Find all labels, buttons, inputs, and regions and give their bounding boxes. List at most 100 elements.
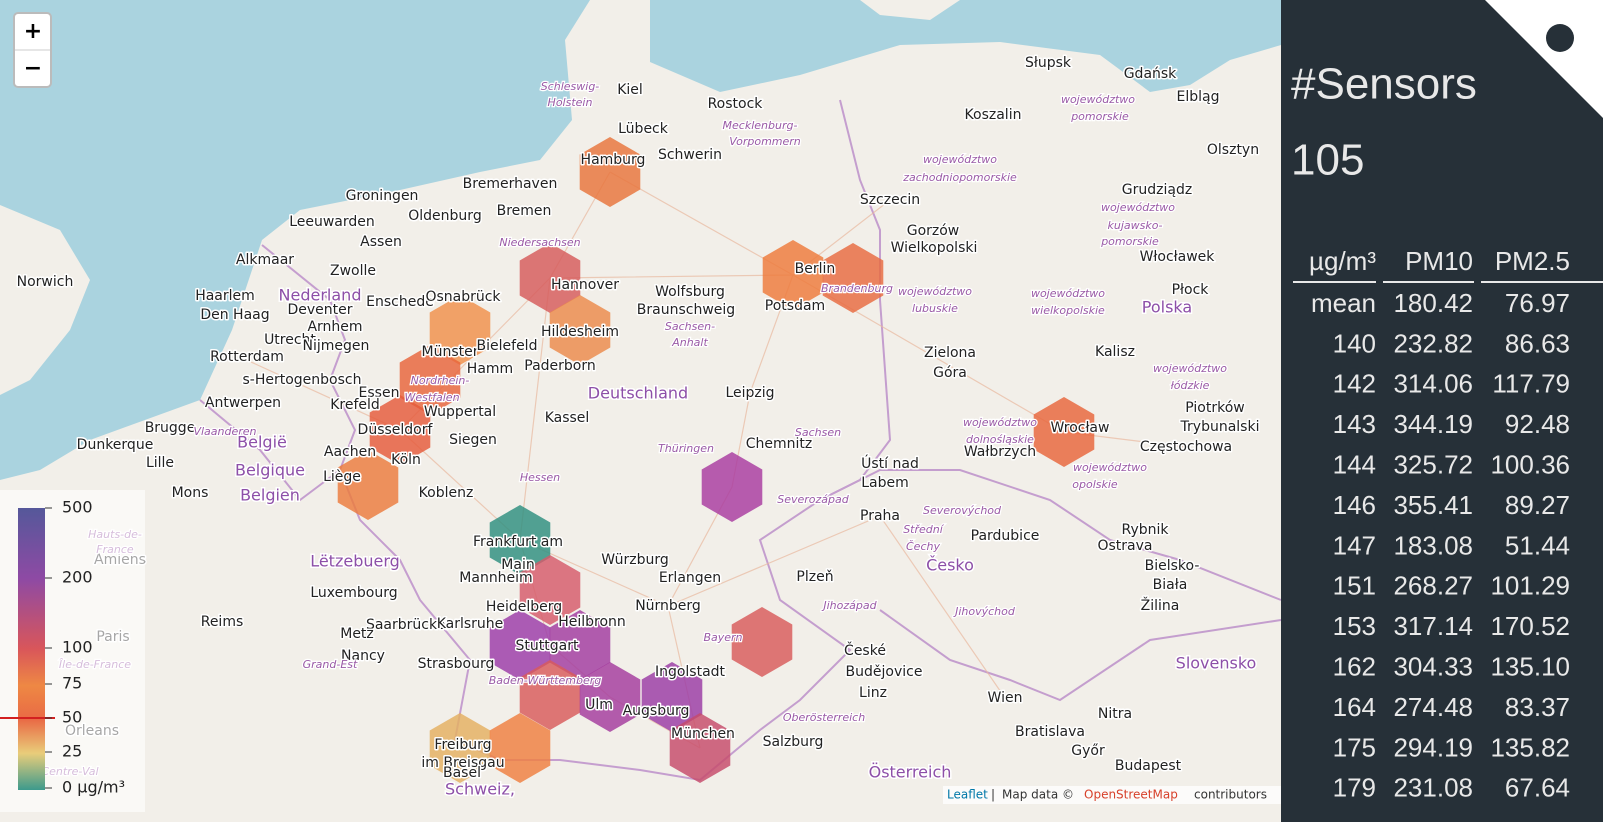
place-label: Hannover xyxy=(551,277,619,293)
place-label: Lëtzebuerg xyxy=(310,552,400,571)
place-label: Belgique xyxy=(235,461,305,480)
place-label: Česko xyxy=(926,556,974,575)
denmark-land xyxy=(860,0,960,20)
place-label: Linz xyxy=(859,685,887,701)
github-octocat xyxy=(1546,24,1574,52)
legend xyxy=(0,490,145,812)
table-cell: 101.29 xyxy=(1490,571,1570,601)
table-cell: 51.44 xyxy=(1505,530,1570,560)
place-label: Würzburg xyxy=(601,552,668,568)
place-label: Liège xyxy=(323,469,361,485)
place-label: Ústí nad xyxy=(861,454,919,472)
table-header: PM2.5 xyxy=(1495,246,1570,276)
place-label: Brandenburg xyxy=(821,282,893,295)
place-label: Reims xyxy=(201,614,244,630)
place-label: Nederland xyxy=(279,286,362,305)
place-label: Kassel xyxy=(545,410,590,426)
table-cell: 175 xyxy=(1333,732,1376,762)
place-label: Münster xyxy=(422,344,479,360)
table-cell: 83.37 xyxy=(1505,692,1570,722)
table-cell: 143 xyxy=(1333,409,1376,439)
hexbin-cell xyxy=(489,610,551,680)
place-label: Antwerpen xyxy=(205,395,281,411)
hexbin-cell xyxy=(519,243,581,313)
place-label: Dunkerque xyxy=(77,437,154,453)
hexbin-cell xyxy=(822,243,884,313)
baltic-sea xyxy=(650,0,1281,92)
hexbin-cell xyxy=(731,607,793,677)
place-label: Střední xyxy=(903,523,945,536)
hexbin-cell xyxy=(337,450,399,520)
table-cell: 100.36 xyxy=(1490,449,1570,479)
place-label: województwo xyxy=(1073,461,1147,474)
place-label: Severovýchod xyxy=(923,504,1002,517)
place-label: Heidelberg xyxy=(486,599,562,615)
place-label: Osnabrück xyxy=(425,289,501,305)
sidebar-background xyxy=(1281,0,1603,822)
place-label: Strasbourg xyxy=(418,656,495,672)
sensor-count: 105 xyxy=(1291,136,1364,185)
place-label: Sachsen- xyxy=(665,320,715,333)
table-cell: 314.06 xyxy=(1393,369,1473,399)
place-label: Erlangen xyxy=(659,570,721,586)
table-cell: 179 xyxy=(1333,773,1376,803)
osm-link[interactable]: OpenStreetMap xyxy=(1084,788,1178,802)
place-label: Rotterdam xyxy=(210,349,284,365)
hexbin-cell xyxy=(549,610,611,680)
place-label: Wielkopolski xyxy=(891,240,978,256)
place-label: Nordrhein- xyxy=(411,374,470,387)
place-label: im Breisgau xyxy=(421,755,504,771)
hexbin-layer xyxy=(337,137,1095,783)
hexbin-cell xyxy=(519,555,581,625)
place-label: kujawsko- xyxy=(1108,219,1163,232)
place-label: Elbląg xyxy=(1177,89,1220,105)
leaflet-link[interactable]: Leaflet xyxy=(947,788,988,802)
place-label: Ostrava xyxy=(1097,538,1152,554)
sidebar-title: #Sensors xyxy=(1291,60,1477,109)
hexbin-cell xyxy=(579,137,641,207)
legend-ticks: 500 200 100 75 50 25 0 µg/m³ xyxy=(45,498,125,797)
table-header: PM10 xyxy=(1405,246,1473,276)
place-label: Main xyxy=(501,557,534,573)
place-label: pomorskie xyxy=(1100,235,1159,248)
place-label: Österreich xyxy=(869,763,952,782)
place-label: Enschede xyxy=(366,294,434,310)
zoom-in[interactable]: + xyxy=(24,19,42,44)
zoom-out[interactable]: − xyxy=(24,56,42,81)
place-label: Mons xyxy=(172,485,209,501)
place-label: Karlsruhe xyxy=(437,616,504,632)
place-label: Baden-Württemberg xyxy=(489,674,602,687)
place-label: Rostock xyxy=(708,96,764,112)
place-label: łódzkie xyxy=(1171,379,1210,392)
table-cell: 274.48 xyxy=(1393,692,1473,722)
place-label: München xyxy=(671,726,735,742)
place-label: Grudziądz xyxy=(1122,182,1192,198)
table-cell: 344.19 xyxy=(1393,409,1473,439)
map-labels: Kiel Schleswig- Holstein Rostock Lübeck Meckl… xyxy=(15,54,1261,801)
place-label: Nitra xyxy=(1098,706,1132,722)
place-label: Włocławek xyxy=(1140,249,1216,265)
place-label: Utrecht xyxy=(264,332,316,348)
place-label: Vlaanderen xyxy=(193,425,256,438)
place-label: Siegen xyxy=(449,432,497,448)
place-label: Luxembourg xyxy=(310,585,397,601)
place-label: Niedersachsen xyxy=(499,236,580,249)
place-label: Westfalen xyxy=(404,391,459,404)
legend-tick-label: 50 xyxy=(62,708,82,727)
stats-table: µg/m³ PM10 PM2.5 mean 180.42 76.97 140 232.82 86… xyxy=(1293,246,1603,803)
table-cell: 146 xyxy=(1333,490,1376,520)
table-cell: 144 xyxy=(1333,449,1376,479)
place-label: Bielefeld xyxy=(477,338,538,354)
place-label: Hamburg xyxy=(581,152,646,168)
place-label: Ulm xyxy=(585,697,613,713)
legend-tick-label: 25 xyxy=(62,742,82,761)
place-label: województwo xyxy=(1153,362,1227,375)
place-label: Częstochowa xyxy=(1140,439,1232,455)
place-label: Metz xyxy=(340,626,374,642)
hexbin-cell xyxy=(429,713,491,783)
table-cell: 76.97 xyxy=(1505,288,1570,318)
github-corner[interactable] xyxy=(1485,0,1603,118)
place-label: Győr xyxy=(1071,743,1105,759)
